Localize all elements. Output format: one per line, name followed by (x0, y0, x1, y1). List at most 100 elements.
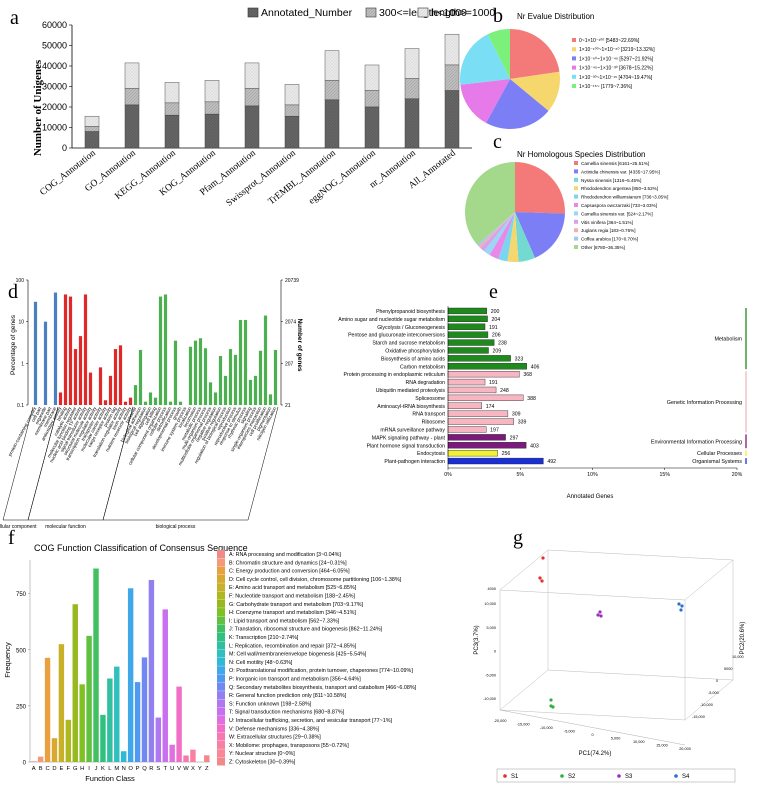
chart-c-species-pie: Nr Homologous Species Distribution Camel… (465, 150, 668, 262)
chart-d-bar (143, 401, 148, 405)
chart-c-legend-label: Rhododendron williamsianum [736~3.05%] (581, 195, 668, 200)
chart-f-ytick-label: 500 (16, 648, 27, 654)
chart-f-xlabel: Function Class (85, 774, 135, 783)
chart-f-xtick-label: L (108, 766, 112, 772)
chart-e-bar-value: 197 (490, 428, 499, 434)
chart-a-xtick-label: eggNOG_Annotation (307, 148, 378, 206)
chart-g-box-edge (547, 549, 734, 561)
chart-c-slice (507, 212, 519, 262)
chart-e-bar (447, 434, 506, 441)
legend-annotated-label: Annotated_Number (261, 7, 353, 19)
chart-f-legend-label: U: Intracellular trafficking, secretion,… (229, 718, 393, 724)
chart-a-bar-ge1000 (364, 106, 380, 149)
chart-e-bar-value: 339 (518, 420, 527, 426)
chart-d-group-label: cellular component (0, 524, 37, 530)
chart-e-bar (447, 331, 489, 338)
chart-a-bar-annotated (84, 115, 100, 127)
chart-a-bar-300-1000 (404, 78, 420, 100)
panel-label-b: b (493, 5, 503, 27)
chart-a-bar-300-1000 (284, 104, 300, 117)
chart-e-bar (447, 307, 487, 315)
chart-c-legend-swatch (574, 245, 578, 249)
chart-d-bar (223, 375, 228, 405)
chart-f-title: COG Function Classification of Consensus… (34, 543, 248, 553)
chart-d-bar (208, 382, 213, 405)
chart-d-bar (148, 392, 153, 405)
chart-a-bar-ge1000 (284, 115, 300, 149)
chart-a-bar-annotated (324, 50, 340, 81)
chart-g-point (551, 705, 555, 709)
chart-e-bar-value: 406 (531, 364, 540, 370)
legend-ge1000-label: length>=1000 (431, 7, 495, 19)
chart-g-point (538, 576, 542, 580)
chart-d-left-tick-label: 10 (18, 320, 24, 326)
chart-e-ytick-label: Starch and sucrose metabolism (372, 341, 445, 347)
chart-f-bar (162, 609, 168, 762)
chart-a-bar-ge1000 (204, 113, 220, 149)
chart-e-bar-value: 206 (492, 333, 501, 339)
chart-d-bar (58, 392, 63, 405)
chart-b-legend-swatch (572, 65, 576, 70)
chart-g-legend-marker (503, 774, 507, 778)
chart-f-legend-label: R: General function prediction only [811… (229, 693, 347, 699)
chart-d-right-tick-label: 207 (285, 361, 294, 367)
chart-f-xtick-label: S (156, 766, 160, 772)
chart-e-group-label: Organismal Systems (692, 459, 742, 465)
chart-a-bar-ge1000 (84, 131, 100, 149)
chart-d-ylabel-left: Percentage of genes (10, 314, 17, 375)
panel-label-c: c (493, 131, 502, 153)
chart-e-bar-value: 323 (515, 356, 524, 362)
chart-e-xlabel: Annotated Genes (567, 494, 614, 500)
chart-a-bar-300-1000 (124, 88, 140, 106)
chart-b-legend-swatch (572, 74, 576, 79)
chart-c-legend-label: Other [8780~36.35%] (581, 245, 625, 250)
chart-a-bar-300-1000 (364, 90, 380, 108)
chart-f-xtick-label: A (32, 766, 36, 772)
chart-g-ylabel: PC3(3.7%) (474, 625, 480, 654)
chart-e-bar (447, 442, 527, 449)
chart-c-legend-label: Camellia sinensis var. [524~2.17%] (581, 211, 653, 216)
chart-g-point (599, 614, 603, 618)
chart-g-xtick-label: 15,000 (656, 744, 668, 748)
chart-e-ytick-label: Ubiquitin mediated proteolysis (376, 388, 446, 394)
chart-d-bar (43, 321, 48, 405)
chart-e-bar-value: 238 (498, 341, 507, 347)
chart-a-bar-300-1000 (444, 64, 460, 91)
chart-b-title: Nr Evalue Distribution (517, 12, 594, 21)
chart-f-legend-swatch (217, 550, 225, 558)
chart-e-bar-value: 209 (493, 349, 502, 355)
chart-f-legend-swatch (217, 699, 225, 708)
chart-a-bar-annotated (124, 62, 140, 89)
chart-f-xtick-label: Q (142, 766, 147, 772)
chart-c-slice (515, 162, 565, 214)
chart-f-xtick-label: M (114, 766, 119, 772)
chart-g-xlabel: PC1(74.2%) (579, 751, 612, 757)
chart-e-bar (447, 402, 482, 409)
chart-f-xtick-label: O (128, 766, 133, 772)
chart-c-legend-label: Camellia sinensis [6161~25.51%] (581, 161, 649, 166)
chart-d-bar (133, 385, 138, 405)
chart-f-xtick-label: Y (198, 766, 202, 772)
chart-c-slice (478, 212, 515, 249)
chart-e-ytick-label: Plant-pathogen interaction (384, 459, 445, 465)
chart-e-ytick-label: MAPK signaling pathway - plant (372, 435, 446, 441)
chart-f-legend-swatch (217, 649, 225, 658)
chart-e-bar (447, 450, 498, 457)
chart-e-xtick-label: 0% (444, 472, 452, 478)
chart-f-legend-swatch (217, 616, 225, 625)
chart-g-legend-marker (617, 774, 621, 778)
chart-e-ytick-label: Spliceosome (415, 396, 445, 402)
chart-e-ytick-label: Biosynthesis of amino acids (381, 356, 445, 362)
chart-d-bar (103, 400, 108, 405)
chart-c-legend-label: Coffea arabica [170~0.70%] (581, 237, 638, 242)
chart-d-right-tick-label: 2074 (285, 320, 296, 326)
chart-c-legend-swatch (574, 177, 578, 182)
chart-g-box-edge (499, 709, 686, 721)
chart-d-bar (113, 349, 118, 405)
chart-g-ytick-label: 0 (494, 650, 496, 654)
chart-f-bar (100, 714, 106, 762)
chart-f-legend-label: D: Cell cycle control, cell division, ch… (229, 577, 402, 583)
chart-e-bar (447, 371, 520, 378)
chart-c-legend-label: Capsaspora owczarzaki [733~3.03%] (581, 203, 657, 208)
chart-d-bar (108, 375, 113, 405)
